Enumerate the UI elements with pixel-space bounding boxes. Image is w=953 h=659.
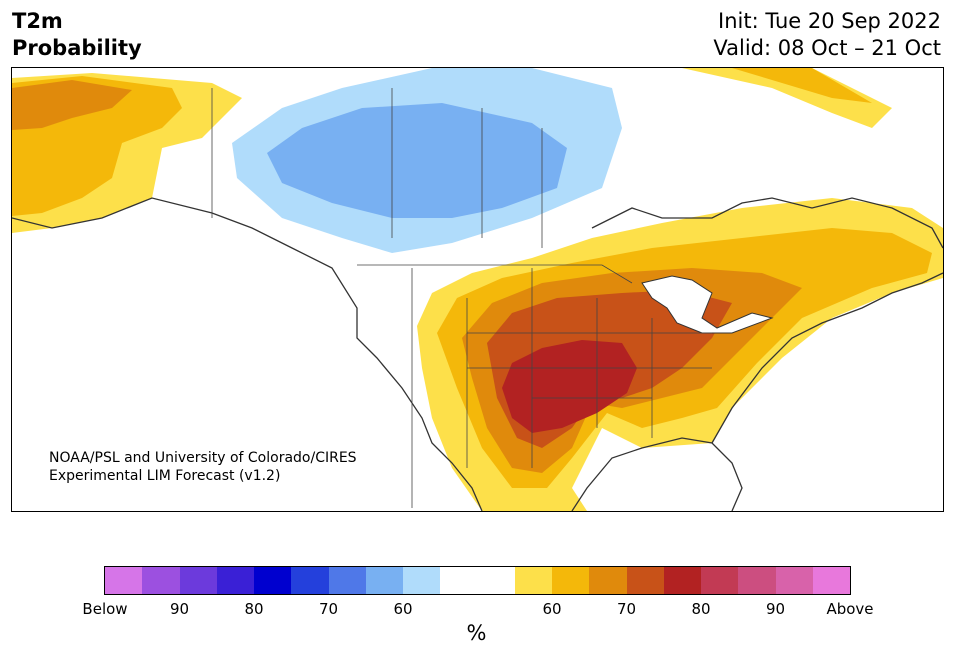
colorbar-bin <box>663 567 701 594</box>
colorbar-tick-label: 80 <box>691 600 711 618</box>
probability-map <box>11 67 944 512</box>
colorbar-tick-label: 60 <box>393 600 413 618</box>
colorbar-bin <box>254 567 292 594</box>
colorbar-bin <box>775 567 813 594</box>
forecast-dates: Init: Tue 20 Sep 2022 Valid: 08 Oct – 21… <box>713 8 941 62</box>
northeast-canada-warm <box>682 68 892 128</box>
title-type: Probability <box>12 36 142 60</box>
colorbar-bin <box>403 567 441 594</box>
colorbar-bin <box>216 567 254 594</box>
colorbar-bin <box>477 567 515 594</box>
colorbar-bin <box>514 567 552 594</box>
init-date: Init: Tue 20 Sep 2022 <box>718 9 941 33</box>
colorbar-tick-label: 70 <box>318 600 339 618</box>
colorbar-tick-label: Above <box>826 600 874 618</box>
colorbar-bin <box>179 567 217 594</box>
colorbar-bin <box>701 567 739 594</box>
colorbar-bin <box>626 567 664 594</box>
title-variable: T2m <box>12 9 63 33</box>
colorbar <box>104 566 851 595</box>
coastlines <box>12 197 943 511</box>
credit-line-1: NOAA/PSL and University of Colorado/CIRE… <box>49 450 357 466</box>
great-lakes <box>641 275 774 334</box>
colorbar-tick-label: Below <box>82 600 128 618</box>
colorbar-tick-label: 90 <box>765 600 786 618</box>
colorbar-bin <box>552 567 590 594</box>
colorbar-bin <box>589 567 627 594</box>
colorbar-bin <box>440 567 478 594</box>
credit-text: NOAA/PSL and University of Colorado/CIRE… <box>49 449 357 485</box>
political-borders <box>211 88 712 508</box>
colorbar-bin <box>328 567 366 594</box>
alaska-warm-region <box>12 73 242 233</box>
colorbar-tick-label: 60 <box>542 600 562 618</box>
canada-cool-region <box>232 68 622 253</box>
map-svg <box>12 68 943 511</box>
colorbar-bin <box>105 567 143 594</box>
colorbar-unit: % <box>466 621 487 645</box>
colorbar-bin <box>142 567 180 594</box>
colorbar-tick-label: 80 <box>244 600 264 618</box>
colorbar-bin <box>812 567 850 594</box>
us-warm-region <box>417 198 943 511</box>
colorbar-bin <box>738 567 776 594</box>
map-title: T2m Probability <box>12 8 142 62</box>
colorbar-bin <box>365 567 403 594</box>
valid-dates: Valid: 08 Oct – 21 Oct <box>713 36 941 60</box>
colorbar-bin <box>291 567 329 594</box>
credit-line-2: Experimental LIM Forecast (v1.2) <box>49 468 281 484</box>
colorbar-tick-label: 90 <box>169 600 190 618</box>
colorbar-tick-labels: Below 90 80 70 60 60 70 80 90 Above <box>0 600 953 620</box>
colorbar-tick-label: 70 <box>616 600 637 618</box>
